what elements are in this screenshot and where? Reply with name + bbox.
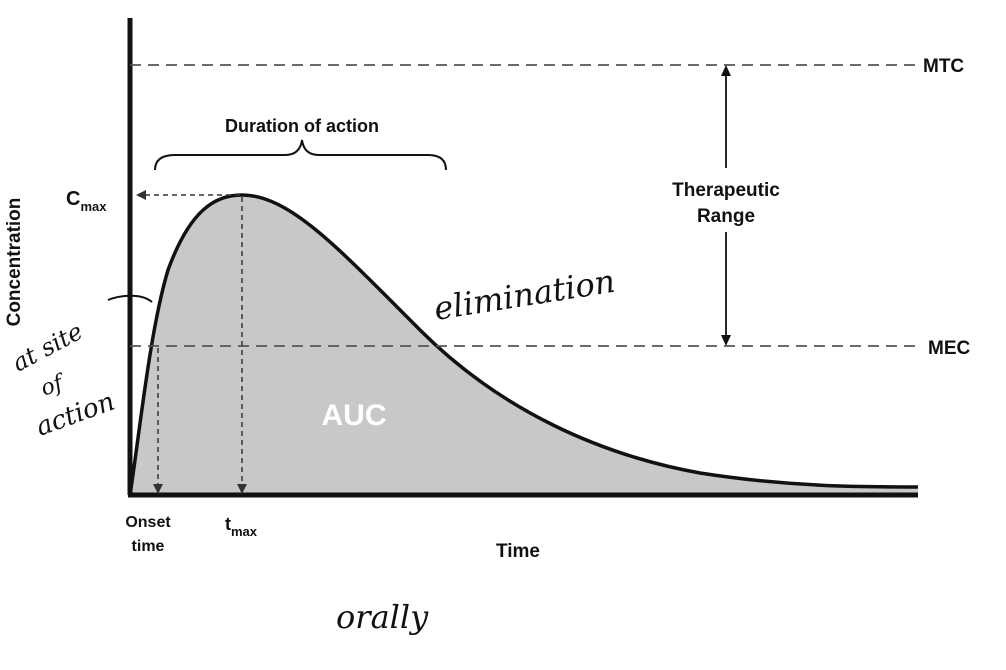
onset-time-label-2: time <box>132 538 165 555</box>
tmax-arrowhead <box>237 484 247 494</box>
duration-brace <box>154 139 447 171</box>
cmax-label: Cmax <box>66 188 107 214</box>
duration-of-action-label: Duration of action <box>225 116 379 136</box>
therapeutic-range-label-2: Range <box>697 206 755 227</box>
tmax-main: t <box>225 514 231 534</box>
cmax-main: C <box>66 188 80 210</box>
therapeutic-arrowhead-down <box>721 335 731 346</box>
tmax-subscript: max <box>231 524 258 539</box>
auc-label: AUC <box>322 399 387 432</box>
x-axis-label: Time <box>496 541 540 562</box>
onset-arrowhead <box>153 484 163 494</box>
handwritten-site-line-2: of <box>38 370 70 402</box>
therapeutic-arrowhead-up <box>721 65 731 76</box>
concentration-curve <box>128 193 919 496</box>
mec-label: MEC <box>928 338 971 359</box>
handwritten-stroke <box>107 294 153 303</box>
handwritten-elimination: elimination <box>431 262 617 328</box>
y-axis-label: Concentration <box>4 198 25 327</box>
therapeutic-range-label-1: Therapeutic <box>672 180 780 201</box>
tmax-label: tmax <box>225 514 258 539</box>
cmax-subscript: max <box>80 199 107 214</box>
onset-time-label-1: Onset <box>125 514 171 531</box>
cmax-arrowhead <box>136 190 146 200</box>
mtc-label: MTC <box>923 56 964 77</box>
auc-area <box>130 195 918 495</box>
handwritten-orally: orally <box>336 598 429 636</box>
